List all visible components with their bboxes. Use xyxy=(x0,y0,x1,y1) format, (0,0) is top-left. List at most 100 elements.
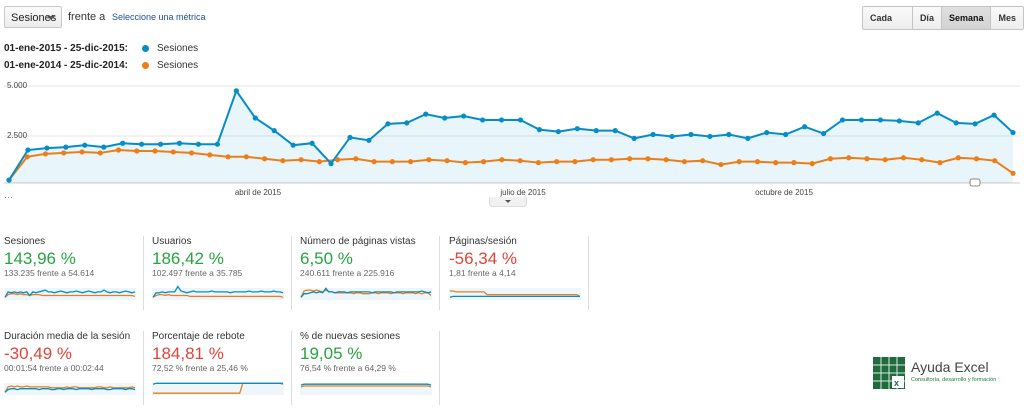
data-point-current[interactable] xyxy=(479,117,486,123)
data-point-current[interactable] xyxy=(612,128,618,134)
data-point-previous[interactable] xyxy=(882,157,888,163)
data-point-current[interactable] xyxy=(820,130,827,137)
data-point-previous[interactable] xyxy=(79,149,85,155)
data-point-previous[interactable] xyxy=(955,155,961,161)
data-point-current[interactable] xyxy=(631,135,637,141)
data-point-previous[interactable] xyxy=(627,156,633,162)
data-point-previous[interactable] xyxy=(809,161,815,167)
data-point-previous[interactable] xyxy=(499,157,505,163)
data-point-current[interactable] xyxy=(991,112,997,118)
scorecard-new-sessions[interactable]: % de nuevas sesiones 19,05 % 76,54 % fre… xyxy=(300,331,440,405)
data-point-previous[interactable] xyxy=(316,159,322,165)
data-point-previous[interactable] xyxy=(389,159,395,165)
scorecard-avg-session-duration[interactable]: Duración media de la sesión -30,49 % 00:… xyxy=(4,331,144,405)
data-point-previous[interactable] xyxy=(937,160,943,166)
chart-expand-handle[interactable] xyxy=(489,197,527,207)
data-point-current[interactable] xyxy=(953,120,959,126)
data-point-previous[interactable] xyxy=(846,155,852,161)
data-point-current[interactable] xyxy=(157,141,164,147)
data-point-current[interactable] xyxy=(802,124,808,130)
annotation-marker-icon[interactable] xyxy=(969,178,981,187)
data-point-previous[interactable] xyxy=(444,158,450,164)
data-point-previous[interactable] xyxy=(243,154,249,160)
data-point-current[interactable] xyxy=(1010,129,1016,136)
data-point-current[interactable] xyxy=(745,135,751,141)
data-point-current[interactable] xyxy=(896,118,902,124)
data-point-current[interactable] xyxy=(44,145,50,151)
data-point-current[interactable] xyxy=(650,131,656,138)
data-point-previous[interactable] xyxy=(134,148,140,154)
data-point-current[interactable] xyxy=(139,141,145,147)
data-point-current[interactable] xyxy=(783,131,789,138)
data-point-previous[interactable] xyxy=(827,156,834,162)
data-point-current[interactable] xyxy=(25,147,31,153)
data-point-current[interactable] xyxy=(934,110,940,116)
data-point-previous[interactable] xyxy=(24,154,30,160)
data-point-current[interactable] xyxy=(63,144,69,150)
data-point-previous[interactable] xyxy=(334,157,341,163)
data-point-previous[interactable] xyxy=(426,157,432,163)
data-point-previous[interactable] xyxy=(754,159,761,165)
data-point-previous[interactable] xyxy=(517,158,523,164)
scorecard-pageviews[interactable]: Número de páginas vistas 6,50 % 240.611 … xyxy=(300,236,440,310)
data-point-current[interactable] xyxy=(858,117,865,123)
data-point-previous[interactable] xyxy=(608,157,615,163)
data-point-current[interactable] xyxy=(498,117,505,123)
data-point-previous[interactable] xyxy=(554,159,560,165)
data-point-current[interactable] xyxy=(442,115,448,121)
data-point-previous[interactable] xyxy=(152,148,158,154)
data-point-current[interactable] xyxy=(233,88,239,94)
data-point-current[interactable] xyxy=(120,140,126,146)
data-point-previous[interactable] xyxy=(535,160,541,166)
data-point-previous[interactable] xyxy=(408,159,414,165)
data-point-current[interactable] xyxy=(290,142,296,148)
data-point-current[interactable] xyxy=(6,177,12,183)
metric-select[interactable]: Sesiones xyxy=(4,6,62,28)
data-point-current[interactable] xyxy=(972,121,978,127)
data-point-current[interactable] xyxy=(82,142,88,148)
data-point-previous[interactable] xyxy=(590,157,596,163)
data-point-previous[interactable] xyxy=(973,156,980,162)
select-metric-link[interactable]: Seleccione una métrica xyxy=(112,12,206,22)
data-point-previous[interactable] xyxy=(736,159,742,165)
data-point-current[interactable] xyxy=(555,128,561,135)
data-point-previous[interactable] xyxy=(170,149,176,155)
data-point-previous[interactable] xyxy=(572,159,578,165)
data-point-current[interactable] xyxy=(517,117,524,123)
data-point-previous[interactable] xyxy=(261,156,268,162)
data-point-previous[interactable] xyxy=(97,150,103,156)
data-point-current[interactable] xyxy=(688,131,694,138)
data-point-current[interactable] xyxy=(726,131,732,138)
data-point-current[interactable] xyxy=(404,120,410,126)
granularity-day-button[interactable]: Día xyxy=(912,7,942,29)
data-point-previous[interactable] xyxy=(42,151,49,157)
data-point-previous[interactable] xyxy=(992,158,998,164)
data-point-previous[interactable] xyxy=(353,156,359,162)
data-point-previous[interactable] xyxy=(298,157,304,163)
granularity-month-button[interactable]: Mes xyxy=(991,7,1023,29)
data-point-previous[interactable] xyxy=(481,159,487,165)
data-point-previous[interactable] xyxy=(115,147,122,153)
data-point-current[interactable] xyxy=(574,126,580,132)
data-point-current[interactable] xyxy=(593,128,599,134)
data-point-current[interactable] xyxy=(347,134,353,141)
data-point-previous[interactable] xyxy=(280,158,286,164)
data-point-current[interactable] xyxy=(877,117,883,123)
data-point-previous[interactable] xyxy=(225,154,231,160)
data-point-previous[interactable] xyxy=(791,160,797,166)
data-point-current[interactable] xyxy=(366,137,372,143)
data-point-previous[interactable] xyxy=(645,156,651,162)
data-point-current[interactable] xyxy=(915,120,921,126)
data-point-previous[interactable] xyxy=(1010,170,1016,176)
data-point-previous[interactable] xyxy=(663,157,669,163)
data-point-current[interactable] xyxy=(252,115,258,121)
scorecard-pages-per-session[interactable]: Páginas/sesión -56,34 % 1,81 frente a 4,… xyxy=(449,236,589,310)
data-point-previous[interactable] xyxy=(864,156,870,162)
data-point-current[interactable] xyxy=(328,161,334,167)
data-point-previous[interactable] xyxy=(700,158,706,164)
data-point-current[interactable] xyxy=(839,117,846,123)
data-point-previous[interactable] xyxy=(718,161,724,168)
data-point-previous[interactable] xyxy=(681,159,688,165)
data-point-current[interactable] xyxy=(669,133,675,140)
scorecard-bounce-rate[interactable]: Porcentaje de rebote 184,81 % 72,52 % fr… xyxy=(152,331,292,405)
